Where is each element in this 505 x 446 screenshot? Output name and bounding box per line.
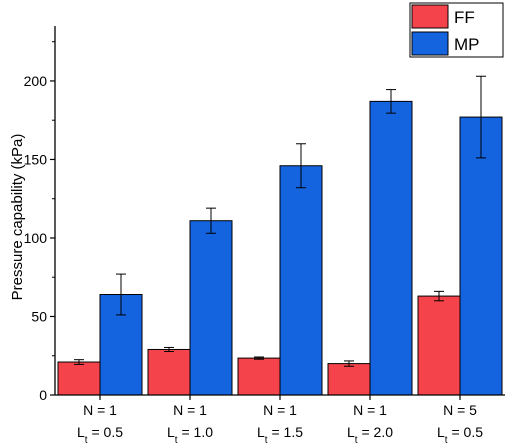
y-tick-label-0: 0 bbox=[39, 387, 47, 403]
x-tick-label-1-line2: Lt = 0.5 bbox=[77, 424, 123, 446]
error-bar-ff-5 bbox=[434, 290, 444, 302]
bar-mp-2 bbox=[189, 220, 233, 396]
x-tick-label-2-line1: N = 1 bbox=[173, 402, 207, 418]
error-bar-mp-2 bbox=[206, 207, 216, 234]
x-tick-label-5-line1: N = 5 bbox=[443, 402, 477, 418]
legend-swatch-ff bbox=[411, 4, 449, 29]
x-tick-label-5-line2: Lt = 0.5 bbox=[437, 424, 483, 446]
bar-ff-4 bbox=[327, 363, 371, 396]
legend-swatch-mp bbox=[411, 31, 449, 56]
bar-ff-2 bbox=[147, 348, 191, 396]
ticks-layer: N = 1 Lt = 0.5 N = 1 Lt = 1.0 N = 1 Lt = 1.5 N… bbox=[24, 41, 483, 446]
bars-layer bbox=[57, 100, 503, 396]
bar-ff-1 bbox=[57, 361, 101, 396]
error-bars-layer bbox=[74, 75, 486, 367]
legend: FF MP bbox=[409, 2, 504, 58]
error-bar-ff-2 bbox=[164, 346, 174, 353]
bar-mp-4 bbox=[369, 100, 413, 396]
legend-label-mp: MP bbox=[454, 35, 480, 54]
bar-mp-5 bbox=[459, 116, 503, 396]
legend-label-ff: FF bbox=[454, 8, 475, 27]
x-tick-label-3-line1: N = 1 bbox=[263, 402, 297, 418]
error-bar-mp-1 bbox=[116, 273, 126, 316]
error-bar-ff-3 bbox=[254, 356, 264, 360]
y-tick-label-100: 100 bbox=[24, 230, 48, 246]
x-tick-label-1-line1: N = 1 bbox=[83, 402, 117, 418]
bar-mp-3 bbox=[279, 165, 323, 396]
y-axis-label: Pressure capability (kPa) bbox=[9, 134, 26, 301]
x-tick-label-2-line2: Lt = 1.0 bbox=[167, 424, 213, 446]
error-bar-ff-4 bbox=[344, 360, 354, 367]
error-bar-mp-3 bbox=[296, 143, 306, 189]
y-tick-label-200: 200 bbox=[24, 73, 48, 89]
error-bar-mp-4 bbox=[386, 89, 396, 114]
x-tick-label-4-line1: N = 1 bbox=[353, 402, 387, 418]
error-bar-ff-1 bbox=[74, 359, 84, 365]
x-tick-label-4-line2: Lt = 2.0 bbox=[347, 424, 393, 446]
bar-ff-3 bbox=[237, 357, 281, 396]
bar-ff-5 bbox=[417, 295, 461, 396]
error-bar-mp-5 bbox=[476, 75, 486, 159]
x-tick-label-3-line2: Lt = 1.5 bbox=[257, 424, 303, 446]
y-tick-label-50: 50 bbox=[31, 308, 47, 324]
y-tick-label-150: 150 bbox=[24, 151, 48, 167]
